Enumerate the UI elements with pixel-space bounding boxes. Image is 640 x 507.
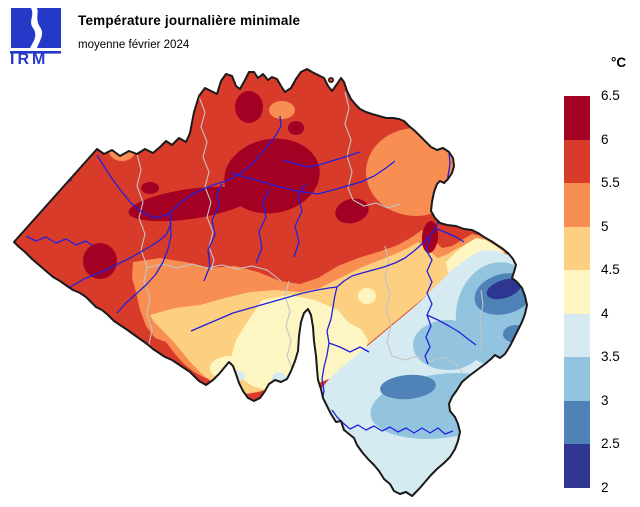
legend-band xyxy=(564,96,590,140)
legend-tick: 5.5 xyxy=(601,175,620,190)
field-navy-cold-spot xyxy=(486,278,522,300)
irm-logo-text: IRM xyxy=(10,51,48,64)
page-subtitle: moyenne février 2024 xyxy=(78,39,190,51)
legend-band xyxy=(564,270,590,314)
temperature-field xyxy=(14,69,527,496)
irm-logo: IRM xyxy=(8,6,64,68)
legend-band xyxy=(564,226,590,270)
legend-band xyxy=(564,183,590,227)
legend-tick: 3 xyxy=(601,393,609,408)
legend-band xyxy=(564,357,590,401)
legend-band xyxy=(564,400,590,444)
legend-band xyxy=(564,139,590,183)
irm-logo-icon: IRM xyxy=(10,8,61,68)
legend-band xyxy=(564,444,590,488)
page-title: Température journalière minimale xyxy=(78,13,301,28)
legend-tick: 4.5 xyxy=(601,262,620,277)
legend-tick: 5 xyxy=(601,219,609,234)
country-border xyxy=(13,68,528,497)
legend-tick: 3.5 xyxy=(601,349,620,364)
legend-tick: 6.5 xyxy=(601,88,620,103)
legend-tick: 4 xyxy=(601,306,609,321)
legend-tick: 2 xyxy=(601,480,609,495)
baarle-enclave-dot xyxy=(328,76,335,83)
legend-unit-label: °C xyxy=(611,55,627,70)
legend-colorbar xyxy=(564,96,590,488)
legend-tick: 6 xyxy=(601,132,609,147)
legend-tick: 2.5 xyxy=(601,436,620,451)
legend-band xyxy=(564,313,590,357)
